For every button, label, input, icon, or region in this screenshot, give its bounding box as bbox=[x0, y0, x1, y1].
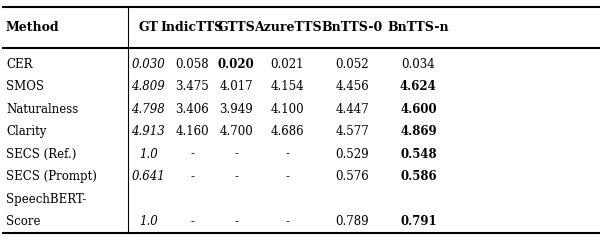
Text: 4.624: 4.624 bbox=[400, 80, 437, 93]
Text: 3.475: 3.475 bbox=[175, 80, 209, 93]
Text: 0.058: 0.058 bbox=[175, 58, 209, 71]
Text: -: - bbox=[234, 148, 238, 161]
Text: 1.0: 1.0 bbox=[139, 148, 158, 161]
Text: 0.021: 0.021 bbox=[271, 58, 304, 71]
Text: 0.789: 0.789 bbox=[335, 215, 369, 228]
Text: 0.034: 0.034 bbox=[402, 58, 435, 71]
Text: GT: GT bbox=[138, 21, 158, 34]
Text: 0.529: 0.529 bbox=[335, 148, 369, 161]
Text: 4.154: 4.154 bbox=[271, 80, 304, 93]
Text: -: - bbox=[190, 215, 194, 228]
Text: 0.052: 0.052 bbox=[335, 58, 369, 71]
Text: IndicTTS: IndicTTS bbox=[160, 21, 224, 34]
Text: 0.586: 0.586 bbox=[400, 170, 436, 183]
Text: 4.700: 4.700 bbox=[219, 125, 253, 138]
Text: SMOS: SMOS bbox=[6, 80, 44, 93]
Text: 3.949: 3.949 bbox=[219, 102, 253, 115]
Text: -: - bbox=[285, 148, 290, 161]
Text: Naturalness: Naturalness bbox=[6, 102, 78, 115]
Text: SECS (Prompt): SECS (Prompt) bbox=[6, 170, 97, 183]
Text: -: - bbox=[234, 215, 238, 228]
Text: 4.809: 4.809 bbox=[131, 80, 166, 93]
Text: 4.686: 4.686 bbox=[271, 125, 304, 138]
Text: -: - bbox=[285, 170, 290, 183]
Text: -: - bbox=[190, 170, 194, 183]
Text: Clarity: Clarity bbox=[6, 125, 46, 138]
Text: 4.456: 4.456 bbox=[335, 80, 369, 93]
Text: 4.600: 4.600 bbox=[400, 102, 436, 115]
Text: 4.100: 4.100 bbox=[271, 102, 304, 115]
Text: 4.017: 4.017 bbox=[220, 80, 253, 93]
Text: -: - bbox=[285, 215, 290, 228]
Text: SECS (Ref.): SECS (Ref.) bbox=[6, 148, 76, 161]
Text: 0.548: 0.548 bbox=[400, 148, 436, 161]
Text: CER: CER bbox=[6, 58, 33, 71]
Text: 4.447: 4.447 bbox=[335, 102, 369, 115]
Text: GTTS: GTTS bbox=[217, 21, 255, 34]
Text: BnTTS-0: BnTTS-0 bbox=[321, 21, 383, 34]
Text: 4.798: 4.798 bbox=[131, 102, 166, 115]
Text: SpeechBERT-: SpeechBERT- bbox=[6, 192, 86, 205]
Text: 0.576: 0.576 bbox=[335, 170, 369, 183]
Text: -: - bbox=[190, 148, 194, 161]
Text: 4.577: 4.577 bbox=[335, 125, 369, 138]
Text: 0.030: 0.030 bbox=[131, 58, 166, 71]
Text: 1.0: 1.0 bbox=[139, 215, 158, 228]
Text: 4.869: 4.869 bbox=[400, 125, 436, 138]
Text: AzureTTS: AzureTTS bbox=[253, 21, 321, 34]
Text: -: - bbox=[234, 170, 238, 183]
Text: Score: Score bbox=[6, 215, 40, 228]
Text: 3.406: 3.406 bbox=[175, 102, 209, 115]
Text: Method: Method bbox=[6, 21, 60, 34]
Text: BnTTS-n: BnTTS-n bbox=[388, 21, 449, 34]
Text: 0.791: 0.791 bbox=[400, 215, 436, 228]
Text: 4.913: 4.913 bbox=[131, 125, 166, 138]
Text: 0.641: 0.641 bbox=[131, 170, 166, 183]
Text: 4.160: 4.160 bbox=[175, 125, 209, 138]
Text: 0.020: 0.020 bbox=[218, 58, 255, 71]
